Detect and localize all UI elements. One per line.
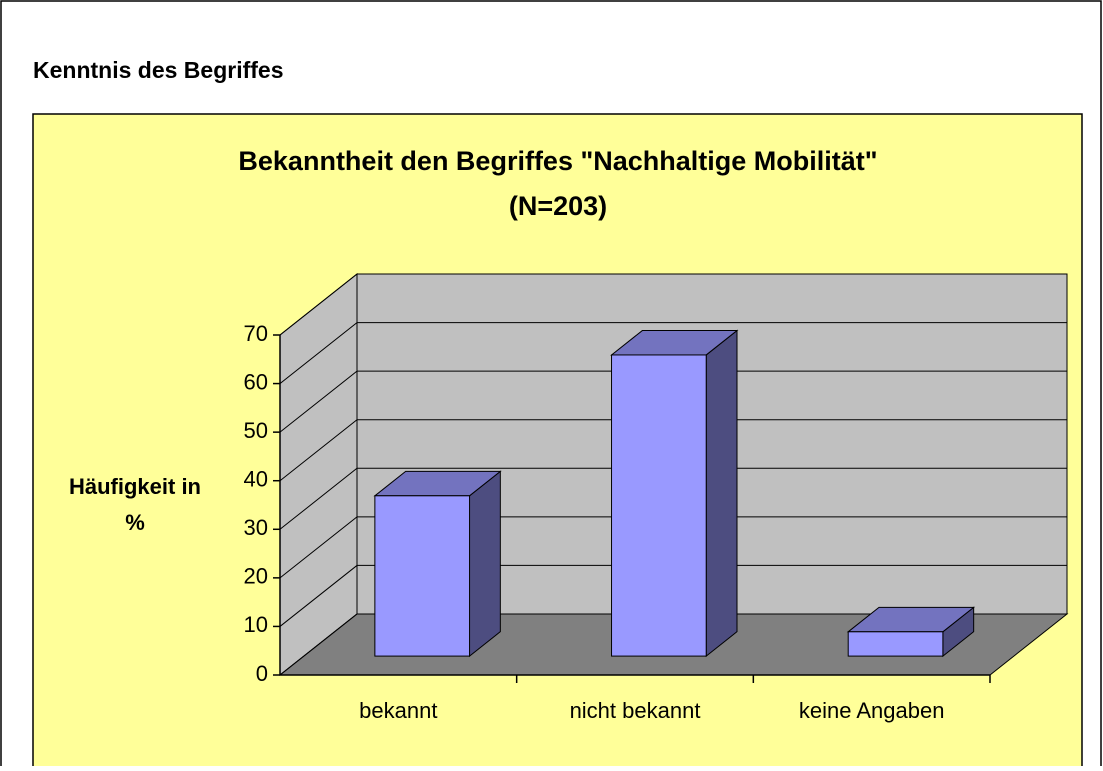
bar xyxy=(847,631,944,657)
chart-title: Bekanntheit den Begriffes "Nachhaltige M… xyxy=(238,146,877,176)
y-tick-label: 70 xyxy=(244,321,268,346)
side-wall xyxy=(279,272,358,677)
bar-side xyxy=(469,470,501,658)
grid-line xyxy=(279,322,1067,384)
grid-line xyxy=(279,516,1067,579)
y-axis-label: Häufigkeit in xyxy=(69,474,201,499)
y-axis-label: % xyxy=(125,510,145,535)
y-tick-label: 30 xyxy=(244,515,268,540)
y-tick-label: 50 xyxy=(244,418,268,443)
y-tick-label: 0 xyxy=(256,661,268,686)
bar xyxy=(374,495,471,657)
x-tick-label: nicht bekannt xyxy=(570,698,701,723)
grid-line xyxy=(279,613,1067,676)
bar-side xyxy=(705,329,738,658)
x-tick-label: bekannt xyxy=(359,698,437,723)
grid-line xyxy=(279,370,1067,433)
grid-line xyxy=(279,467,1067,530)
grid-line xyxy=(279,564,1067,627)
y-tick-label: 40 xyxy=(244,467,268,492)
y-tick-label: 10 xyxy=(244,612,268,637)
y-tick-label: 60 xyxy=(244,369,268,394)
x-tick-label: keine Angaben xyxy=(799,698,945,723)
bar xyxy=(611,354,707,657)
grid-line xyxy=(279,419,1067,482)
y-tick-label: 20 xyxy=(244,564,268,589)
heading: Kenntnis des Begriffes xyxy=(33,57,284,83)
grid-line xyxy=(279,273,1067,336)
chart-title: (N=203) xyxy=(509,191,607,221)
